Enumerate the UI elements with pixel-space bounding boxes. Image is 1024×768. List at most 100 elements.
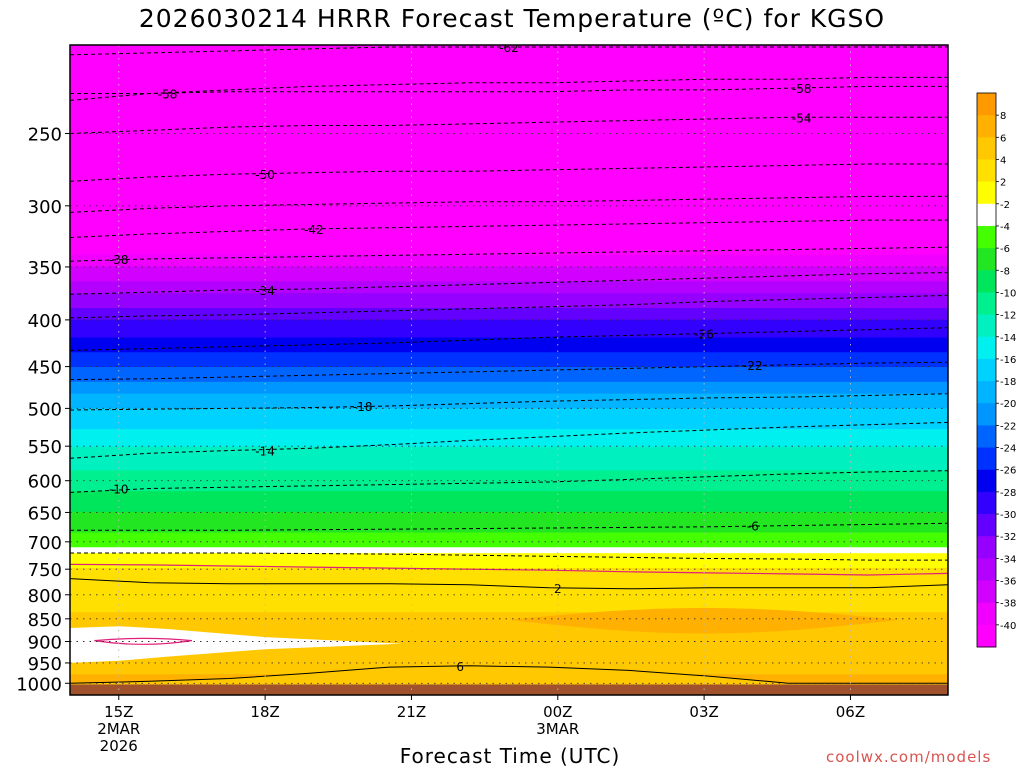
temperature-band — [70, 133, 948, 138]
colorbar-swatch — [977, 580, 996, 604]
temperature-band — [70, 508, 948, 513]
contour-label: -58 — [792, 82, 812, 96]
x-tick-sublabel: 2026 — [100, 737, 138, 755]
temperature-band — [70, 370, 948, 374]
temperature-band — [70, 216, 948, 220]
temperature-band — [70, 514, 948, 519]
contour-label: -26 — [694, 328, 714, 342]
temperature-band — [70, 585, 948, 590]
temperature-band — [70, 615, 948, 619]
colorbar-label: 8 — [1000, 111, 1006, 122]
temperature-band — [70, 361, 948, 365]
contour-line — [70, 665, 948, 684]
temperature-band — [70, 547, 948, 551]
temperature-band — [70, 556, 948, 560]
temperature-band — [70, 396, 948, 401]
colorbar-label: -2 — [1000, 200, 1010, 211]
colorbar-label: -4 — [1000, 222, 1010, 233]
temperature-band — [70, 582, 948, 587]
temperature-band — [70, 464, 948, 469]
colorbar-label: -26 — [1000, 466, 1016, 477]
temperature-band — [70, 213, 948, 217]
contour-line — [70, 246, 948, 262]
temperature-band — [70, 600, 948, 605]
temperature-band — [70, 609, 948, 613]
temperature-band — [70, 45, 948, 49]
temperature-band — [70, 299, 948, 303]
temperature-band — [70, 83, 948, 87]
y-tick-label: 800 — [28, 586, 62, 607]
contour-label: -58 — [158, 87, 178, 101]
temperature-band — [70, 234, 948, 238]
temperature-band — [70, 104, 948, 108]
temperature-band — [70, 553, 948, 557]
temperature-band — [70, 334, 948, 339]
contour-line — [70, 522, 948, 531]
y-tick-label: 450 — [28, 358, 62, 379]
plot-frame — [69, 44, 949, 696]
temperature-band — [70, 535, 948, 540]
temperature-band — [70, 378, 948, 383]
temperature-band — [70, 163, 948, 167]
contour-label: -42 — [304, 223, 324, 237]
temperature-band — [70, 476, 948, 480]
x-tick-label: 03Z — [689, 703, 718, 721]
colorbar-swatch — [977, 624, 996, 648]
temperature-band — [70, 228, 948, 232]
contour-line — [70, 361, 948, 381]
temperature-band — [70, 612, 948, 616]
temperature-band — [70, 349, 948, 353]
colorbar-swatch — [977, 381, 996, 404]
temperature-band — [70, 242, 948, 247]
contour-label: -18 — [353, 400, 373, 414]
colorbar-swatch — [977, 248, 996, 271]
temperature-band — [70, 532, 948, 537]
temperature-band — [70, 110, 948, 114]
temperature-band — [70, 287, 948, 291]
temperature-band — [70, 92, 948, 96]
contour-label: -14 — [255, 444, 275, 458]
temperature-band — [70, 266, 948, 271]
colorbar-swatch — [977, 602, 996, 626]
contour-line — [70, 116, 948, 134]
colorbar-label: -8 — [1000, 266, 1010, 277]
y-tick-label: 950 — [28, 654, 62, 675]
temperature-band — [70, 618, 948, 622]
temperature-band — [70, 195, 948, 200]
colorbar-label: -28 — [1000, 488, 1016, 499]
temperature-band — [70, 399, 948, 404]
colorbar-swatch — [977, 225, 996, 249]
temperature-band — [70, 429, 948, 433]
temperature-band — [70, 240, 948, 244]
colorbar-label: -16 — [1000, 355, 1016, 366]
colorbar-swatch — [977, 159, 996, 183]
colorbar-label: -40 — [1000, 621, 1016, 632]
temperature-band — [70, 624, 948, 628]
credit-link[interactable]: coolwx.com/models — [826, 748, 992, 766]
temperature-band — [70, 118, 948, 123]
temperature-band — [70, 207, 948, 212]
temperature-band — [70, 68, 948, 73]
temperature-band — [70, 115, 948, 120]
temperature-band — [70, 275, 948, 280]
temperature-band — [70, 346, 948, 350]
colorbar-legend: 8 6 4 2 -2 -4 -6 -8 -10 -12 -14 -16 -18 -20 -22 -24 -26 -… — [976, 92, 1016, 648]
x-axis-label: Forecast Time (UTC) — [399, 744, 621, 768]
colorbar-swatch — [977, 93, 996, 116]
colorbar-label: -36 — [1000, 577, 1016, 588]
colorbar-swatch — [977, 469, 996, 493]
temperature-band — [70, 458, 948, 463]
temperature-band — [70, 278, 948, 282]
temperature-band — [70, 257, 948, 262]
temperature-band — [70, 169, 948, 173]
y-tick-label: 300 — [28, 197, 62, 218]
temperature-band — [70, 526, 948, 531]
temperature-band — [70, 325, 948, 330]
temperature-band — [70, 440, 948, 445]
plot-area: -62-58 -58-54-50-42-38-34-26-22-18-14-10-… — [70, 45, 948, 695]
temperature-band — [70, 183, 948, 188]
y-tick-label: 550 — [28, 437, 62, 458]
x-tick-sublabel: 2MAR — [97, 720, 140, 738]
colorbar-label: -24 — [1000, 444, 1016, 455]
